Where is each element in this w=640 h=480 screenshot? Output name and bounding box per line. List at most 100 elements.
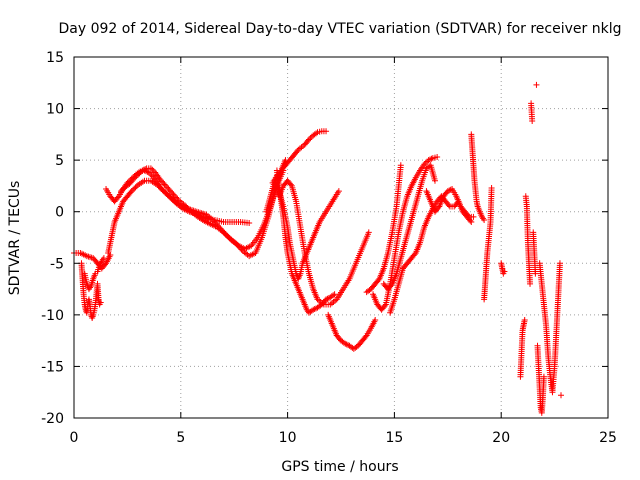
data-point [225,234,232,241]
series-scatter-21 [517,81,547,416]
data-point [422,159,429,166]
data-point [323,296,330,303]
data-point [343,341,350,348]
series-arc-14 [380,162,438,293]
data-point [187,207,194,214]
series-arc-3 [81,255,107,293]
data-point [411,251,418,258]
data-point [235,243,242,250]
series-scatter-19 [468,131,488,223]
data-point [335,188,342,195]
data-point [305,136,312,143]
data-point [133,172,140,179]
data-point [171,193,178,200]
data-point [100,255,107,262]
data-point [527,280,534,287]
data-point [331,291,338,298]
data-point [164,184,171,191]
data-point [169,190,176,197]
data-point [428,155,435,162]
data-point [501,268,508,275]
data-point [529,117,536,124]
series-arc-10 [276,177,372,308]
data-point [166,187,173,194]
data-point [117,188,124,195]
x-tick-label: 5 [176,430,185,446]
series-arc-2 [78,260,104,321]
data-point [307,135,314,142]
data-point [156,175,163,182]
x-tick-label: 25 [599,430,617,446]
data-point [167,188,174,195]
x-tick-label: 15 [385,430,403,446]
data-point [556,260,563,267]
data-point [311,306,318,313]
series-scatter-22 [536,260,565,399]
plot-frame [73,56,609,419]
data-point [313,130,320,137]
data-point [488,184,495,191]
data-point [234,242,241,249]
data-point [465,212,472,219]
data-point [140,166,147,173]
series-arc-6 [117,157,289,260]
data-point [467,217,474,224]
series-arc-16 [423,186,477,220]
series-arc-12 [363,162,404,296]
data-point [237,245,244,252]
data-point [139,167,146,174]
data-point [165,185,172,192]
data-point [470,213,477,220]
data-point [294,148,301,155]
axes: 0 5 10 15 20 25 -20 -15 -10 -5 0 5 10 15 [41,50,617,446]
data-point [342,340,349,347]
x-axis-title: GPS time / hours [281,459,398,475]
data-point [130,175,137,182]
x-tick-label: 20 [492,430,510,446]
data-point [114,194,121,201]
data-point [425,157,432,164]
data-point [160,180,167,187]
data-point [362,333,369,340]
series-scatter-19b [481,184,508,303]
y-tick-label: 15 [46,50,64,66]
data-point [330,292,337,299]
data-point [287,181,294,188]
data-point [119,186,126,193]
y-tick-label: 5 [55,153,64,169]
data-point [365,229,372,236]
data-point [174,195,181,202]
data-point [521,317,528,324]
data-point [147,165,154,172]
data-point [375,277,382,284]
data-point [97,260,104,267]
data-point [323,128,330,135]
y-tick-label: -20 [41,411,64,427]
data-point [159,178,166,185]
data-point [209,216,216,223]
y-tick-label: -10 [41,308,64,324]
data-point [444,188,451,195]
data-point [136,170,143,177]
data-point [142,166,149,173]
y-axis-title: SDTVAR / TECUs [7,181,23,296]
data-marks [71,81,565,416]
data-point [532,270,539,277]
data-point [157,177,164,184]
y-tick-label: -5 [50,256,64,272]
data-point [558,392,565,399]
data-point [132,174,139,181]
data-point [233,240,240,247]
data-point [381,302,388,309]
data-point [481,216,488,223]
data-point [149,166,156,173]
x-tick-label: 10 [279,430,297,446]
series-arc-7 [269,128,330,186]
data-point [397,162,404,169]
data-point [372,317,379,324]
data-point [427,156,433,163]
data-point [96,262,103,269]
data-point [421,161,428,168]
data-point [310,306,317,313]
